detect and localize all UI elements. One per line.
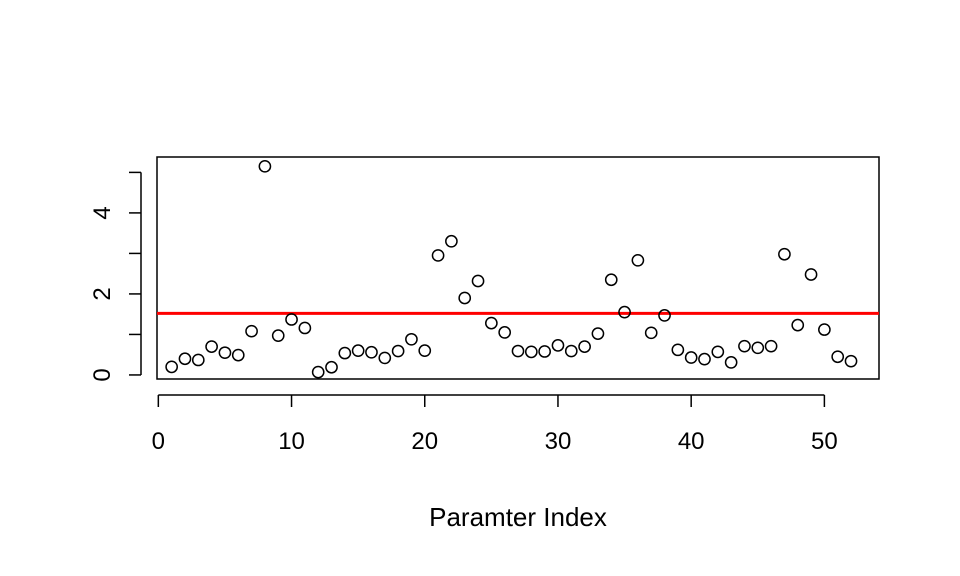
y-tick-label: 4 xyxy=(89,206,116,219)
data-point xyxy=(431,249,445,262)
data-point xyxy=(631,253,645,267)
points-layer xyxy=(165,159,858,379)
data-point xyxy=(445,234,458,248)
y-axis: 0 2 4 xyxy=(89,171,142,382)
data-point xyxy=(245,324,258,338)
data-point xyxy=(711,345,725,359)
data-point xyxy=(844,354,858,368)
data-point xyxy=(271,329,285,343)
data-point xyxy=(671,343,685,357)
data-point xyxy=(724,356,738,369)
data-point xyxy=(391,344,405,358)
data-point xyxy=(684,351,698,364)
data-point xyxy=(418,344,432,357)
x-tick-label: 0 xyxy=(152,428,165,455)
data-point xyxy=(218,346,232,360)
data-point xyxy=(604,273,618,287)
y-tick-label: 0 xyxy=(89,368,116,381)
data-point xyxy=(338,346,352,360)
data-point xyxy=(378,351,392,365)
data-point xyxy=(298,321,312,335)
data-point xyxy=(524,345,538,359)
data-point xyxy=(738,339,751,353)
data-point xyxy=(511,344,525,358)
y-tick-label: 2 xyxy=(89,287,116,300)
data-point xyxy=(644,326,658,340)
data-point xyxy=(458,291,472,305)
data-point xyxy=(564,344,578,358)
data-point xyxy=(165,360,179,374)
data-point xyxy=(578,340,591,353)
x-tick-label: 30 xyxy=(545,428,572,455)
data-point xyxy=(538,345,551,358)
data-point xyxy=(365,345,378,359)
data-point xyxy=(405,332,418,346)
data-point xyxy=(804,268,818,281)
data-point xyxy=(498,326,512,339)
data-point xyxy=(258,159,272,173)
data-point xyxy=(325,360,338,374)
data-point xyxy=(285,313,298,326)
data-point xyxy=(818,323,831,336)
x-tick-label: 20 xyxy=(411,428,438,455)
data-point xyxy=(618,305,631,319)
x-axis-title: Paramter Index xyxy=(429,502,607,532)
plot-box xyxy=(156,156,880,380)
data-point xyxy=(471,274,485,288)
x-tick-label: 50 xyxy=(811,428,838,455)
data-point xyxy=(658,309,671,322)
x-axis: 0 10 20 30 40 50 xyxy=(152,394,838,455)
data-point xyxy=(751,341,765,355)
data-point xyxy=(191,353,205,367)
data-point xyxy=(231,348,245,362)
x-tick-label: 40 xyxy=(678,428,705,455)
data-point xyxy=(178,352,192,366)
data-point xyxy=(351,344,365,357)
data-point xyxy=(791,318,805,332)
data-point xyxy=(205,340,218,353)
data-point xyxy=(778,247,791,261)
x-tick-label: 10 xyxy=(278,428,305,455)
data-point xyxy=(311,365,325,379)
data-point xyxy=(831,350,845,364)
data-point xyxy=(485,316,498,330)
data-point xyxy=(764,339,778,353)
data-point xyxy=(591,327,605,340)
data-point xyxy=(551,339,565,352)
data-point xyxy=(698,352,711,366)
